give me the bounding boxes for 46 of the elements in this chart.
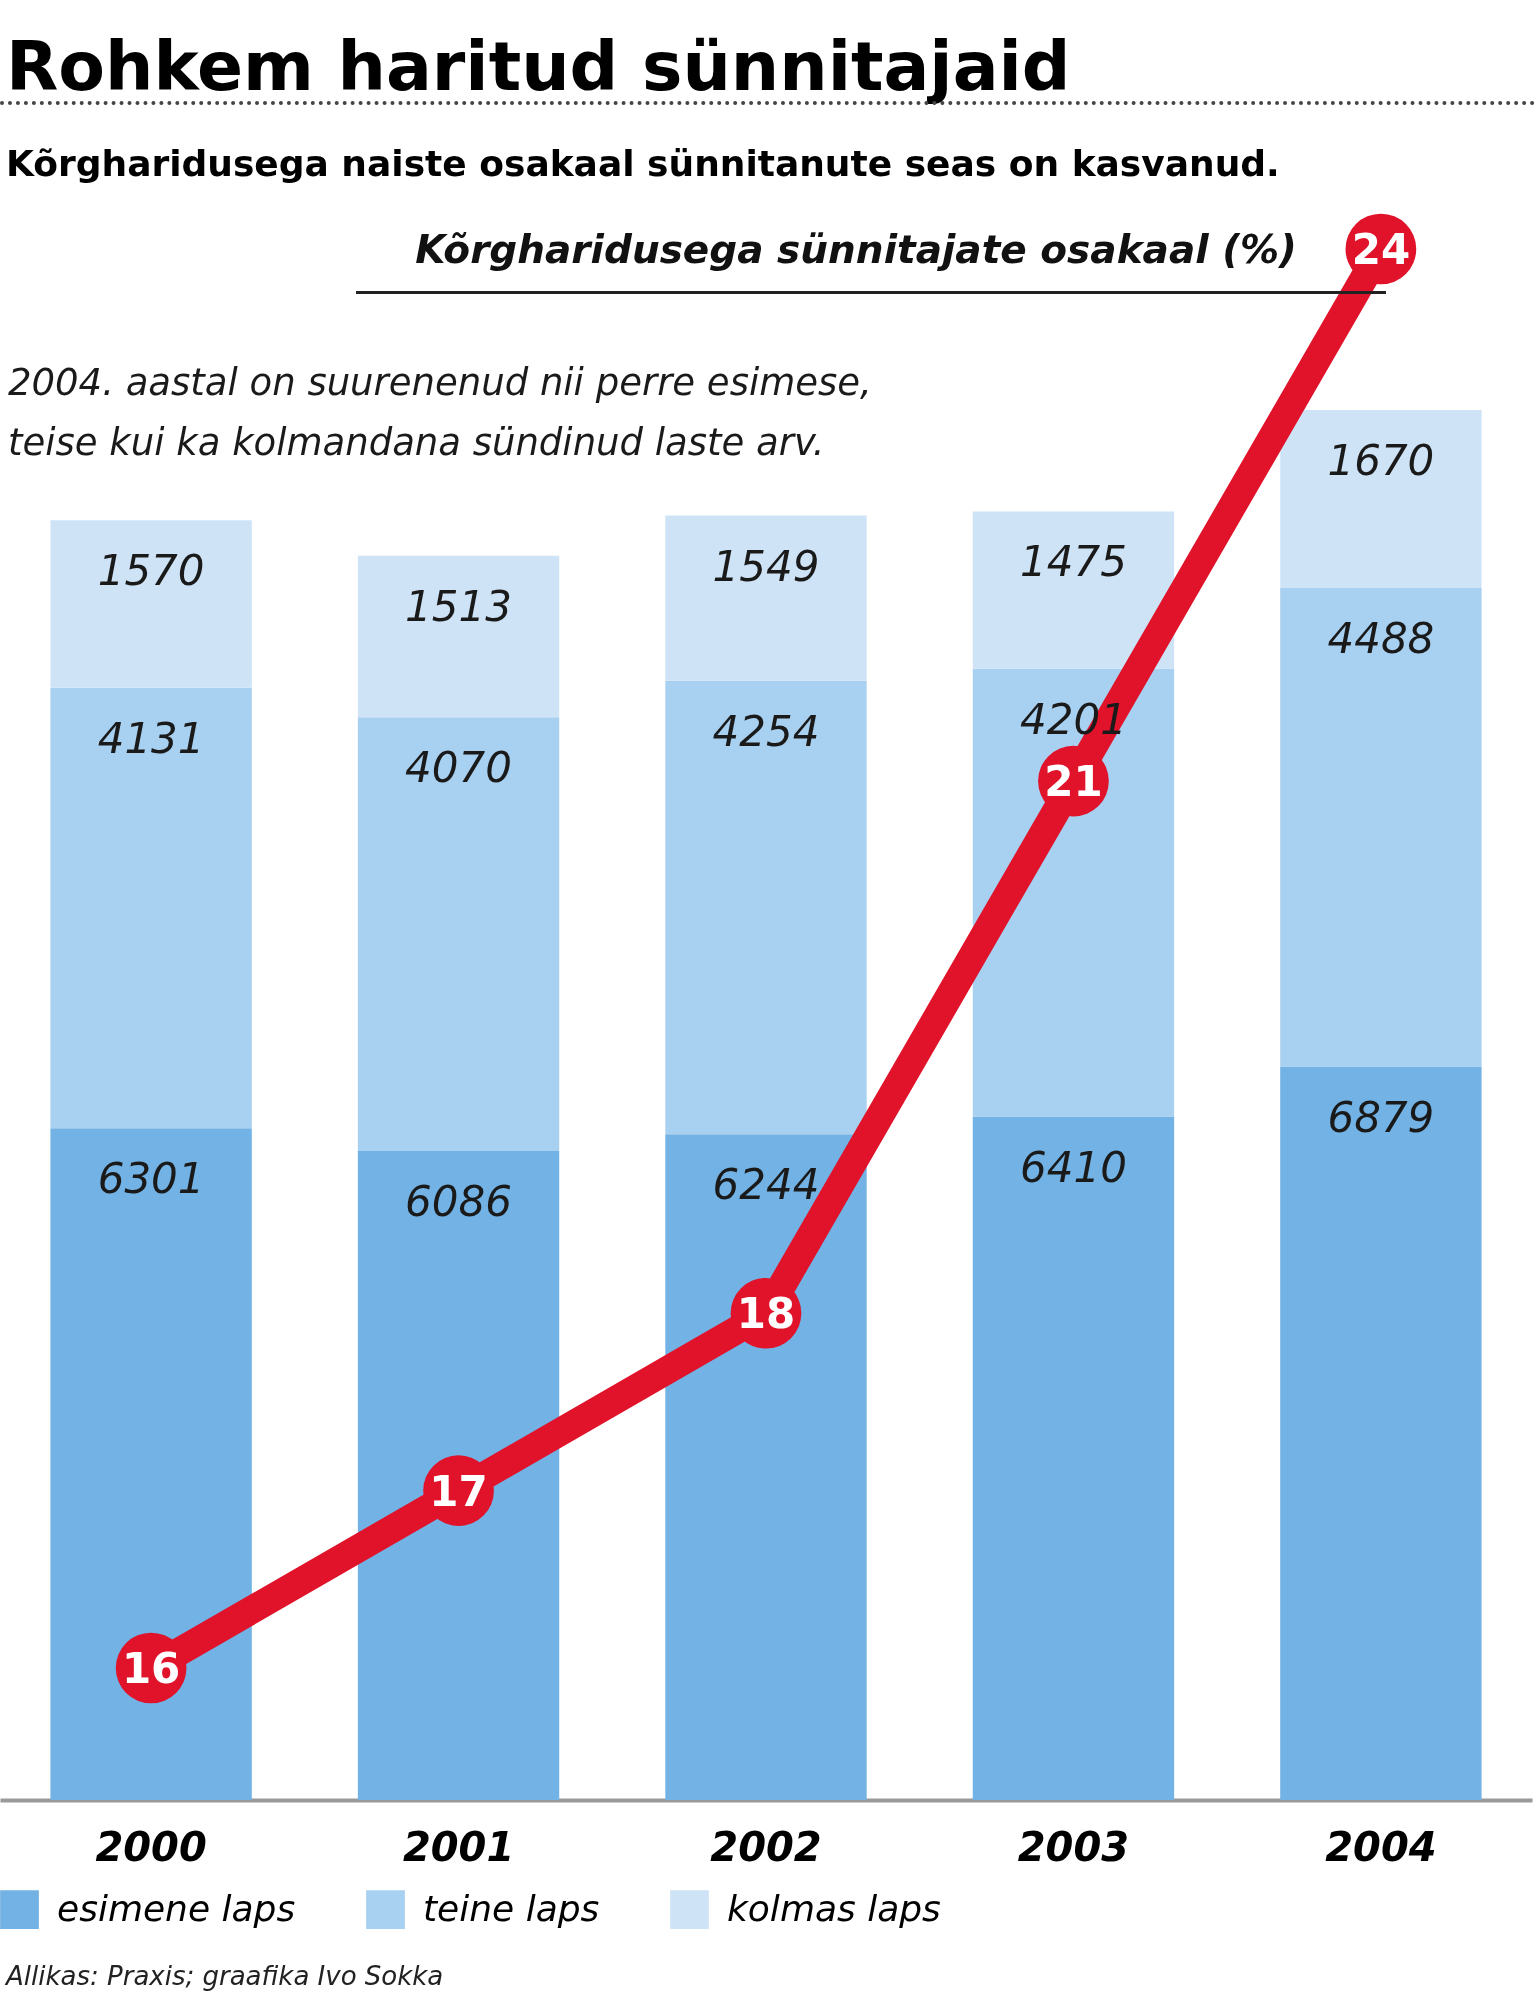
data-label: 6244 bbox=[712, 1160, 820, 1210]
bar bbox=[972, 1116, 1175, 1800]
data-label: 1570 bbox=[97, 546, 205, 596]
legend-label: teine laps bbox=[423, 1887, 600, 1929]
x-tick-label: 2003 bbox=[1017, 1823, 1130, 1870]
data-label: 1670 bbox=[1327, 436, 1435, 485]
data-label: 6301 bbox=[97, 1154, 205, 1204]
data-label: 6086 bbox=[405, 1177, 512, 1227]
text: Allikas: Praxis; graafika Ivo Sokka bbox=[4, 1961, 444, 1991]
bar bbox=[665, 1134, 867, 1800]
bar bbox=[357, 1151, 560, 1800]
legend-label: esimene laps bbox=[57, 1887, 296, 1929]
bar bbox=[1280, 588, 1482, 1067]
data-label: 4070 bbox=[405, 743, 512, 793]
annotation: 2004. aastal on suurenenud nii perre esimese, teise kui ka kolmandana sündinud laste arv. bbox=[8, 361, 872, 464]
bar bbox=[665, 515, 867, 681]
data-label: 1513 bbox=[405, 581, 512, 631]
x-tick-label: 2000 bbox=[95, 1823, 207, 1870]
data-label: 1475 bbox=[1020, 537, 1127, 587]
bar bbox=[357, 717, 560, 1152]
x-tick-label: 2002 bbox=[710, 1823, 822, 1870]
data-label: 24 bbox=[1351, 225, 1411, 274]
x-tick-label: 2001 bbox=[402, 1823, 515, 1870]
bar bbox=[1280, 1066, 1482, 1800]
legend-label: kolmas laps bbox=[727, 1887, 941, 1929]
series-label: Kõrgharidusega sünnitajate osakaal (%) bbox=[415, 227, 1297, 272]
chart-subtitle: Kõrgharidusega naiste osakaal sünnitanute seas on kasvanud. bbox=[6, 143, 1280, 184]
bar bbox=[357, 555, 560, 718]
data-label: 18 bbox=[736, 1289, 796, 1339]
bar bbox=[50, 687, 252, 1129]
data-label: 4131 bbox=[97, 713, 205, 763]
x-tick-label: 2004 bbox=[1325, 1823, 1437, 1870]
data-label: 6410 bbox=[1020, 1142, 1127, 1192]
data-label: 21 bbox=[1044, 757, 1103, 807]
data-label: 16 bbox=[121, 1644, 181, 1693]
data-label: 17 bbox=[429, 1466, 488, 1516]
data-label: 1549 bbox=[712, 541, 820, 591]
bar bbox=[1280, 410, 1482, 589]
bar bbox=[972, 511, 1175, 669]
data-label: 4254 bbox=[712, 706, 820, 756]
bar bbox=[50, 520, 252, 688]
data-label: 4488 bbox=[1327, 614, 1435, 664]
data-label: 6879 bbox=[1327, 1092, 1435, 1142]
chart-title: Rohkem haritud sünnitajaid bbox=[6, 27, 1071, 106]
bar bbox=[665, 680, 867, 1135]
bar bbox=[50, 1128, 252, 1800]
